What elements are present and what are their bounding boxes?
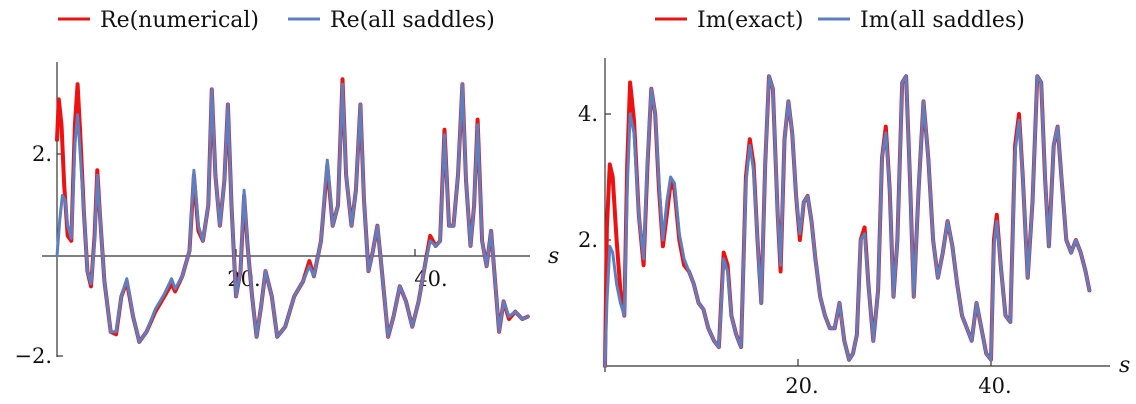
x-tick-label-1: 40. [978,374,1011,398]
y-tick-label-0: 2. [578,228,598,252]
legend: Re(numerical) Re(all saddles) [58,8,495,33]
legend-label-0: Re(numerical) [100,8,259,33]
y-tick-label-1: −2. [14,344,52,368]
x-axis-label: s [1119,353,1130,378]
legend-label-1: Im(all saddles) [860,8,1025,33]
x-tick-label-0: 20. [227,267,260,291]
x-axis-label: s [548,244,559,269]
legend-label-0: Im(exact) [697,8,803,33]
series-lines [603,74,1092,368]
y-tick-label-0: 2. [32,142,52,166]
y-tick-label-1: 4. [578,102,598,126]
legend: Im(exact) Im(all saddles) [655,8,1025,33]
chart-panel-im: Im(exact) Im(all saddles) 2. 4. 20. 40. … [578,8,1130,398]
series-lines [55,77,530,344]
series-line-re-all-saddles [55,82,530,344]
series-line-im-all-saddles [603,74,1091,368]
x-tick-label-0: 20. [785,374,818,398]
chart-panel-re: Re(numerical) Re(all saddles) 2. −2. 20.… [14,8,559,368]
legend-label-1: Re(all saddles) [330,8,495,33]
